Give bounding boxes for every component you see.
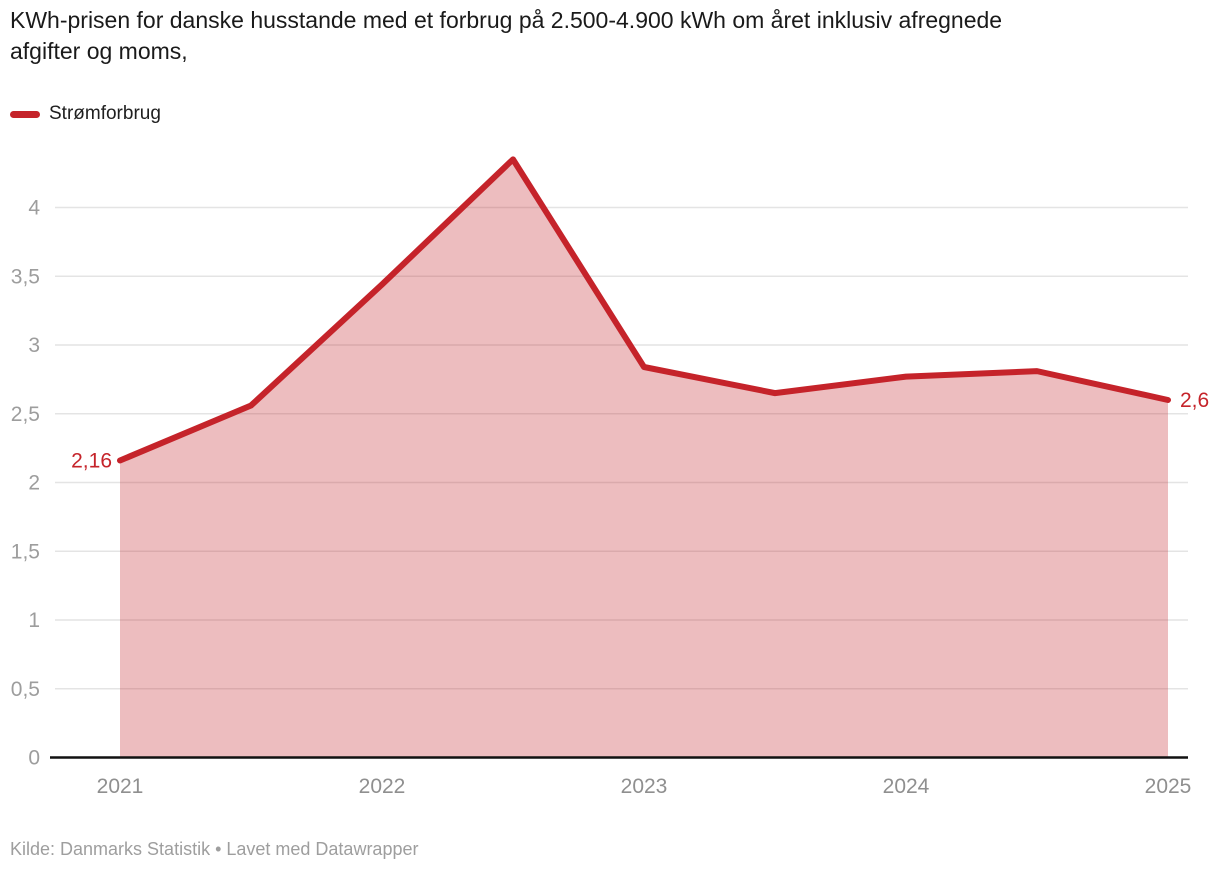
chart-title-line1: KWh-prisen for danske husstande med et f… xyxy=(10,7,1003,33)
y-axis-tick-label: 3 xyxy=(28,334,40,357)
y-axis-tick-label: 3,5 xyxy=(11,265,40,288)
series-area-fill xyxy=(120,159,1168,758)
legend-line-swatch xyxy=(10,110,40,118)
legend: Strømforbrug xyxy=(10,103,161,125)
y-axis-tick-label: 2,5 xyxy=(11,403,40,426)
series-line xyxy=(117,156,1171,464)
x-axis-tick-label: 2022 xyxy=(359,775,406,798)
source-attribution: Kilde: Danmarks Statistik • Lavet med Da… xyxy=(10,839,419,859)
y-axis-tick-label: 1,5 xyxy=(11,540,40,563)
y-axis-tick-label: 1 xyxy=(28,609,40,632)
x-axis-tick-label: 2021 xyxy=(97,775,144,798)
first-point-value-label: 2,16 xyxy=(71,450,112,473)
y-axis-tick-label: 2 xyxy=(28,472,40,495)
y-axis-tick-label: 0 xyxy=(28,747,40,770)
chart-title: KWh-prisen for danske husstande med et f… xyxy=(10,5,1215,67)
x-axis-tick-label: 2025 xyxy=(1145,775,1192,798)
y-axis-tick-label: 4 xyxy=(28,197,40,220)
y-axis-tick-label: 0,5 xyxy=(11,678,40,701)
legend-label: Strømforbrug xyxy=(49,103,161,124)
x-axis-tick-label: 2024 xyxy=(883,775,930,798)
last-point-value-label: 2,6 xyxy=(1180,389,1209,412)
chart-title-line2: afgifter og moms, xyxy=(10,38,188,64)
x-axis-tick-label: 2023 xyxy=(621,775,668,798)
